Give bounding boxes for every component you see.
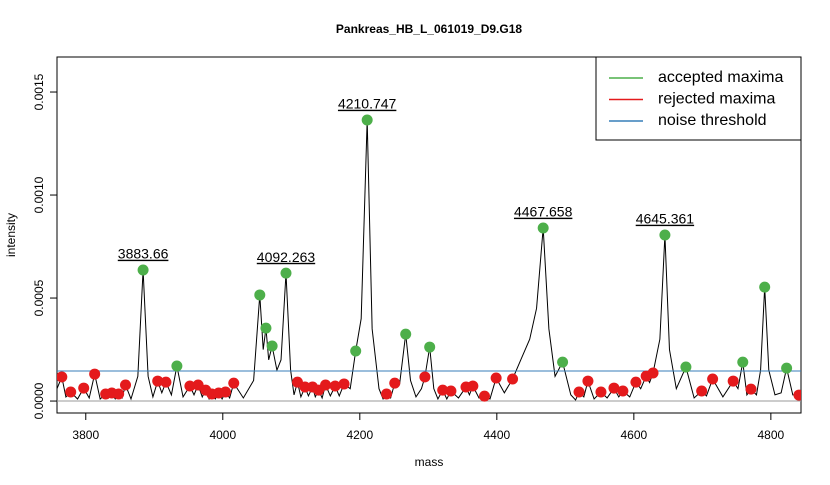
- maximum-point: [445, 385, 457, 397]
- maximum-point: [737, 356, 749, 368]
- plot-area: [57, 114, 801, 402]
- y-tick-label: 0.0010: [32, 176, 46, 213]
- chart-title: Pankreas_HB_L_061019_D9.G18: [336, 22, 522, 36]
- x-tick-label: 4000: [209, 428, 236, 442]
- maximum-point: [696, 385, 708, 397]
- maximum-point: [507, 373, 519, 385]
- maximum-point: [320, 379, 332, 391]
- x-tick-label: 4200: [346, 428, 373, 442]
- x-tick-label: 4400: [483, 428, 510, 442]
- x-axis-label: mass: [415, 455, 444, 469]
- maximum-point: [595, 386, 607, 398]
- x-tick-label: 4600: [620, 428, 647, 442]
- maximum-point: [490, 372, 502, 384]
- maximum-point: [220, 386, 232, 398]
- maximum-point: [329, 380, 341, 392]
- peak-label: 4092.263: [257, 249, 316, 265]
- maximum-point: [630, 376, 642, 388]
- maximum-point: [389, 377, 401, 389]
- maximum-point: [707, 373, 719, 385]
- maximum-point: [152, 375, 164, 387]
- maximum-point: [184, 380, 196, 392]
- maximum-point: [478, 390, 490, 402]
- legend-label: accepted maxima: [658, 69, 783, 86]
- maximum-point: [160, 376, 172, 388]
- peak-label: 4645.361: [636, 211, 695, 227]
- maximum-point: [573, 386, 585, 398]
- y-tick-label: 0.0015: [32, 73, 46, 110]
- maximum-point: [557, 356, 569, 368]
- maximum-point: [617, 385, 629, 397]
- maximum-point: [727, 375, 739, 387]
- maximum-point: [299, 381, 311, 393]
- plot-frame: [56, 56, 802, 414]
- maximum-point: [266, 340, 278, 352]
- maximum-point: [582, 375, 594, 387]
- y-axis-label: intensity: [4, 213, 18, 257]
- legend-label: rejected maxima: [658, 91, 775, 108]
- y-tick-label: 0.0005: [32, 279, 46, 316]
- y-tick-label: 0.0000: [32, 382, 46, 419]
- maximum-point: [608, 382, 620, 394]
- maximum-point: [78, 382, 90, 394]
- spectrum-line: [57, 120, 801, 401]
- maximum-point: [120, 379, 132, 391]
- maximum-point: [680, 361, 692, 373]
- maximum-point: [759, 281, 771, 293]
- maximum-point: [228, 377, 240, 389]
- maximum-point: [424, 341, 436, 353]
- maximum-point: [419, 371, 431, 383]
- maximum-point: [137, 264, 149, 276]
- maximum-point: [254, 289, 266, 301]
- peak-label: 4210.747: [338, 96, 397, 112]
- maximum-point: [400, 328, 412, 340]
- maximum-point: [338, 378, 350, 390]
- maximum-point: [89, 368, 101, 380]
- peak-label: 4467.658: [514, 204, 573, 220]
- maximum-point: [467, 380, 479, 392]
- maximum-point: [113, 388, 125, 400]
- legend-label: noise threshold: [658, 112, 767, 129]
- x-tick-label: 3800: [72, 428, 99, 442]
- maximum-point: [57, 371, 68, 383]
- maximum-point: [793, 389, 801, 401]
- maximum-point: [659, 229, 671, 241]
- peak-label: 3883.66: [118, 246, 169, 262]
- maximum-point: [350, 345, 362, 357]
- legend-box: [595, 56, 802, 141]
- maximum-point: [361, 114, 373, 126]
- x-tick-label: 4800: [758, 428, 785, 442]
- maximum-point: [381, 388, 393, 400]
- maximum-point: [280, 267, 292, 279]
- maximum-point: [745, 383, 757, 395]
- maximum-point: [537, 222, 549, 234]
- maximum-point: [65, 386, 77, 398]
- maximum-point: [647, 367, 659, 379]
- maximum-point: [260, 322, 272, 334]
- maximum-point: [171, 360, 183, 372]
- maximum-point: [437, 384, 449, 396]
- maximum-point: [781, 362, 793, 374]
